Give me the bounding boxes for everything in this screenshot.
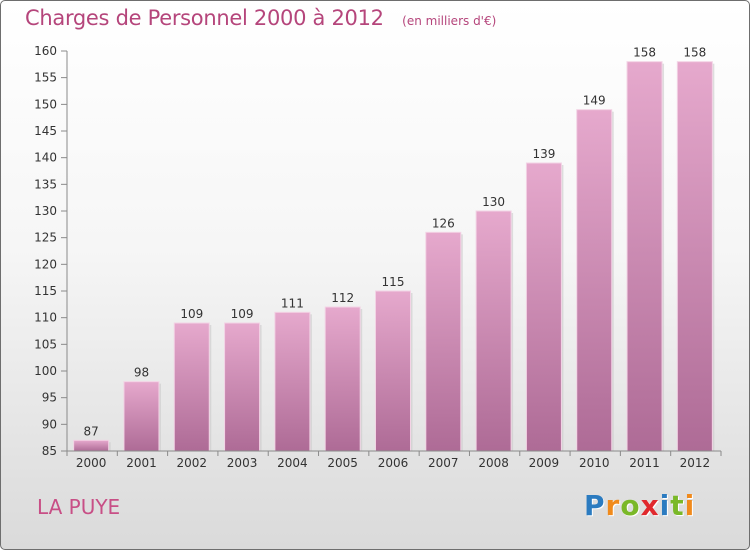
logo-letter: t <box>670 489 685 522</box>
place-name: LA PUYE <box>37 495 121 519</box>
data-label-2000: 87 <box>84 424 99 438</box>
logo-letter: i <box>684 489 696 522</box>
data-label-2005: 112 <box>331 291 354 305</box>
y-tick-label: 105 <box>34 337 57 351</box>
x-tick-label-2005: 2005 <box>327 456 358 470</box>
y-tick-label: 145 <box>34 124 57 138</box>
data-label-2007: 126 <box>432 216 455 230</box>
x-tick-label-2012: 2012 <box>680 456 711 470</box>
data-label-2006: 115 <box>382 275 405 289</box>
y-tick-label: 125 <box>34 231 57 245</box>
data-label-2009: 139 <box>532 147 555 161</box>
bar-2001 <box>123 381 160 452</box>
logo-letter: o <box>620 489 641 522</box>
bar-2010 <box>576 109 613 452</box>
y-tick-label: 85 <box>42 444 57 458</box>
x-tick-label-2008: 2008 <box>478 456 509 470</box>
chart-subtitle: (en milliers d'€) <box>402 14 497 28</box>
logo-letter: r <box>605 489 621 522</box>
data-labels: 87 98 109 109 111 112 115 126 130 139 149 158 158 <box>84 46 707 439</box>
x-tick-label-2000: 2000 <box>76 456 107 470</box>
x-tick-label-2006: 2006 <box>378 456 409 470</box>
title-row: Charges de Personnel 2000 à 2012 (en mil… <box>25 6 496 30</box>
bar-2012 <box>676 61 713 452</box>
y-tick-label: 90 <box>42 417 57 431</box>
x-tick-label-2003: 2003 <box>227 456 258 470</box>
bar-2009 <box>525 162 562 452</box>
data-label-2012: 158 <box>683 46 706 60</box>
y-axis: 85 90 95 100 105 110 115 120 125 130 135 140 145 150 1… <box>34 44 68 458</box>
bar-2008 <box>475 210 512 452</box>
logo-letter: x <box>640 489 660 522</box>
x-tick-label-2001: 2001 <box>126 456 157 470</box>
x-tick-label-2010: 2010 <box>579 456 610 470</box>
data-label-2001: 98 <box>134 366 149 380</box>
bars <box>73 61 715 452</box>
data-label-2002: 109 <box>180 307 203 321</box>
x-tick-label-2011: 2011 <box>629 456 660 470</box>
x-tick-label-2007: 2007 <box>428 456 459 470</box>
y-tick-label: 120 <box>34 257 57 271</box>
y-tick-label: 130 <box>34 204 57 218</box>
data-label-2010: 149 <box>583 94 606 108</box>
bar-2000 <box>73 439 110 452</box>
y-tick-label: 110 <box>34 311 57 325</box>
y-tick-label: 100 <box>34 364 57 378</box>
logo-letter: P <box>584 489 606 522</box>
x-tick-label-2004: 2004 <box>277 456 308 470</box>
bar-2011 <box>626 61 663 452</box>
y-tick-label: 160 <box>34 44 57 58</box>
bar-2006 <box>375 290 411 452</box>
y-tick-label: 155 <box>34 71 57 85</box>
data-label-2004: 111 <box>281 296 304 310</box>
y-tick-label: 150 <box>34 97 57 111</box>
proxiti-logo: Proxiti <box>584 489 695 522</box>
bar-2004 <box>274 311 311 452</box>
bar-2005 <box>324 306 361 452</box>
y-tick-label: 95 <box>42 391 57 405</box>
y-tick-label: 140 <box>34 151 57 165</box>
x-tick-label-2009: 2009 <box>529 456 560 470</box>
data-label-2011: 158 <box>633 46 656 60</box>
bar-2003 <box>224 322 261 452</box>
data-label-2008: 130 <box>482 195 505 209</box>
bar-2002 <box>173 322 210 452</box>
x-tick-label-2002: 2002 <box>176 456 207 470</box>
logo-letter: i <box>659 489 671 522</box>
chart-title: Charges de Personnel 2000 à 2012 <box>25 6 384 30</box>
data-label-2003: 109 <box>231 307 254 321</box>
y-tick-label: 115 <box>34 284 57 298</box>
y-tick-label: 135 <box>34 177 57 191</box>
x-axis: 2000 2001 2002 2003 2004 2005 2006 2007 2008 2009… <box>66 450 722 470</box>
bar-2007 <box>425 231 462 452</box>
